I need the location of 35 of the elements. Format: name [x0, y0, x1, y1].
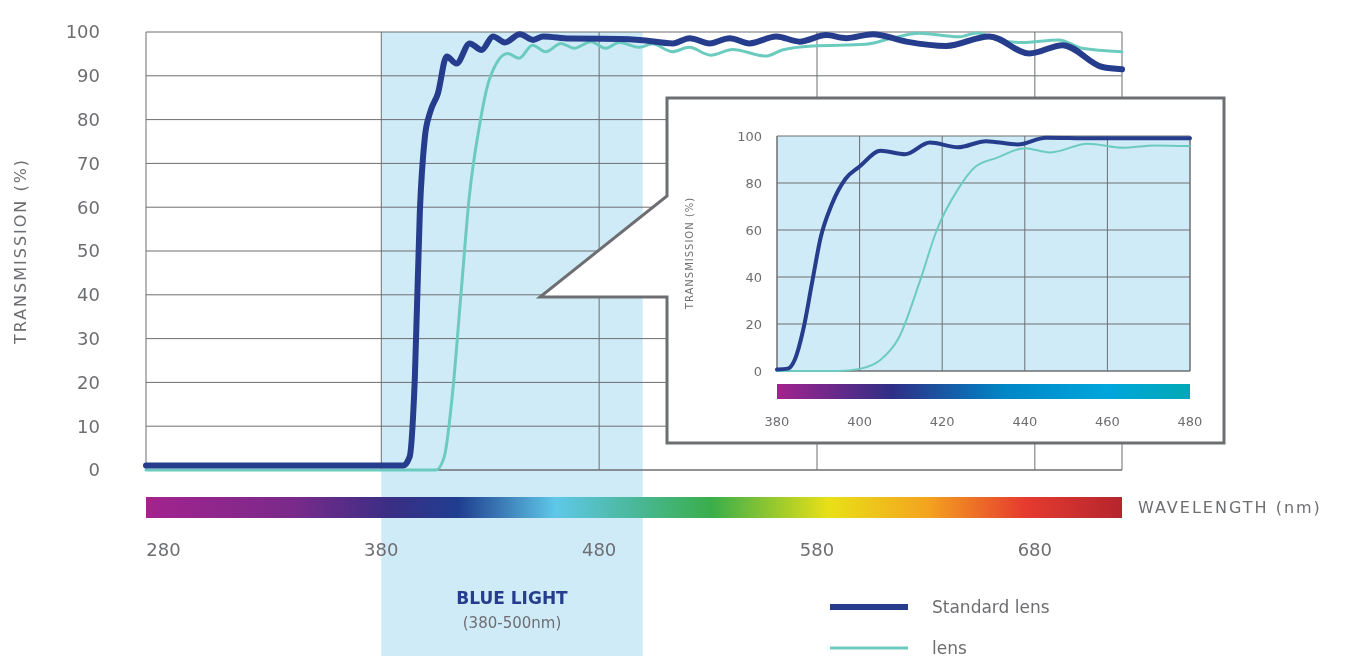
y-tick-label: 20 [745, 316, 762, 332]
y-tick-label: 10 [77, 415, 100, 437]
x-tick-label: 480 [581, 539, 617, 560]
x-tick-label: 380 [764, 414, 790, 429]
x-tick-label: 380 [364, 539, 399, 560]
x-tick-label: 440 [1012, 414, 1038, 429]
band-label: BLUE LIGHT [456, 588, 569, 608]
y-tick-label: 20 [77, 371, 100, 393]
y-tick-label: 60 [77, 196, 100, 218]
legend-label: Standard lens [932, 596, 1050, 617]
y-tick-label: 0 [753, 363, 762, 379]
y-tick-label: 0 [88, 459, 100, 481]
x-tick-label: 420 [929, 414, 955, 429]
x-axis-title: WAVELENGTH (nm) [1138, 498, 1322, 518]
x-tick-label: 400 [847, 414, 873, 429]
y-tick-label: 100 [737, 128, 762, 144]
y-tick-label: 30 [77, 327, 100, 349]
x-tick-label: 460 [1094, 414, 1120, 429]
y-tick-label: 40 [745, 269, 762, 285]
y-axis-title: TRANSMISSION (%) [684, 196, 695, 311]
x-tick-label: 480 [1177, 414, 1203, 429]
y-tick-label: 70 [77, 152, 100, 174]
x-tick-label: 280 [146, 539, 181, 560]
y-tick-label: 80 [77, 108, 100, 130]
y-tick-label: 90 [77, 65, 100, 87]
y-tick-label: 50 [77, 240, 100, 262]
x-tick-label: 580 [799, 539, 835, 560]
y-tick-label: 40 [77, 284, 100, 306]
x-tick-label: 680 [1017, 539, 1053, 560]
y-tick-label: 80 [745, 175, 762, 191]
y-tick-label: 100 [65, 21, 100, 43]
y-tick-label: 60 [745, 222, 762, 238]
text: (380-500nm) [462, 614, 562, 632]
y-axis-title: TRANSMISSION (%) [11, 157, 30, 346]
legend-label: lens [932, 637, 967, 658]
